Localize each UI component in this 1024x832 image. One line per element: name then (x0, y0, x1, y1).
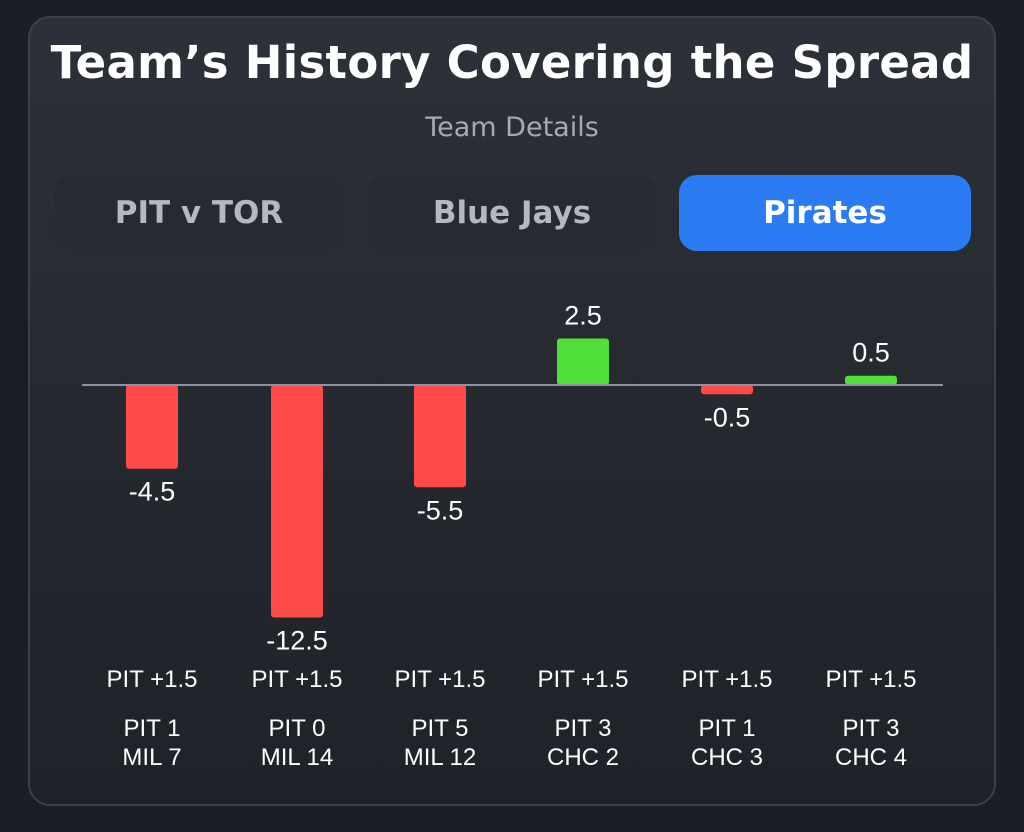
tab-pirates[interactable]: Pirates (679, 175, 971, 251)
score-label-1-1: PIT 1 (124, 715, 181, 742)
bar-5 (701, 385, 753, 395)
spread-label-1: PIT +1.5 (107, 666, 198, 693)
bar-3 (414, 385, 466, 488)
score-label-2-1: PIT 0 (269, 715, 326, 742)
score-label-5-1: PIT 1 (699, 715, 756, 742)
bar-6 (845, 375, 897, 385)
chart-title: Team’s History Covering the Spread (50, 36, 974, 89)
score-label-1-2: MIL 7 (122, 744, 181, 771)
score-label-6-1: PIT 3 (843, 715, 900, 742)
score-label-5-2: CHC 3 (691, 744, 763, 771)
spread-label-4: PIT +1.5 (538, 666, 629, 693)
score-label-2-2: MIL 14 (261, 744, 333, 771)
data-label-5: -0.5 (704, 402, 751, 432)
score-label-4-2: CHC 2 (547, 744, 619, 771)
data-label-6: 0.5 (852, 338, 890, 368)
data-label-3: -5.5 (417, 495, 464, 525)
chart-subtitle: Team Details (425, 112, 599, 143)
spread-label-2: PIT +1.5 (252, 666, 343, 693)
score-label-3-1: PIT 5 (412, 715, 469, 742)
spread-label-5: PIT +1.5 (682, 666, 773, 693)
data-label-2: -12.5 (266, 626, 328, 656)
spread-label-6: PIT +1.5 (826, 666, 917, 693)
score-label-3-2: MIL 12 (404, 744, 476, 771)
tab-matchup[interactable]: PIT v TOR (53, 175, 345, 251)
spread-label-3: PIT +1.5 (395, 666, 486, 693)
bar-4 (557, 338, 609, 385)
bar-2 (271, 385, 323, 618)
data-label-4: 2.5 (564, 301, 602, 331)
chart-card (28, 16, 996, 806)
tab-blue-jays[interactable]: Blue Jays (366, 175, 658, 251)
bar-1 (126, 385, 178, 469)
score-label-6-2: CHC 4 (835, 744, 907, 771)
score-label-4-1: PIT 3 (555, 715, 612, 742)
data-label-1: -4.5 (129, 477, 176, 507)
